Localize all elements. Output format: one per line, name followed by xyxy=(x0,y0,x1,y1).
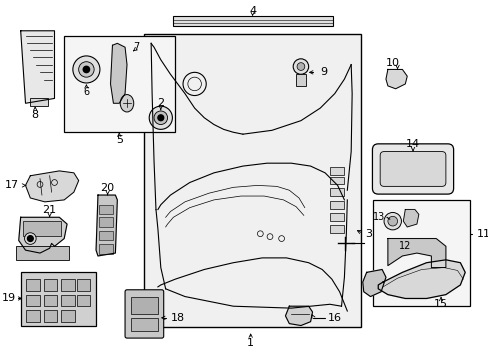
Bar xyxy=(61,294,75,306)
Circle shape xyxy=(79,62,94,77)
Text: 18: 18 xyxy=(170,313,184,323)
Text: 16: 16 xyxy=(327,313,341,323)
Bar xyxy=(99,231,113,240)
Polygon shape xyxy=(285,306,312,325)
Bar xyxy=(131,297,158,314)
Circle shape xyxy=(387,216,397,226)
Text: 12: 12 xyxy=(398,241,410,251)
Bar xyxy=(329,188,344,196)
FancyBboxPatch shape xyxy=(372,144,453,194)
Text: 19: 19 xyxy=(2,293,16,303)
Text: 14: 14 xyxy=(405,139,419,149)
Text: 9: 9 xyxy=(320,67,326,77)
Bar xyxy=(99,217,113,227)
Polygon shape xyxy=(362,270,385,297)
Polygon shape xyxy=(377,260,464,298)
Bar xyxy=(99,244,113,254)
Bar xyxy=(373,200,469,306)
Polygon shape xyxy=(403,210,418,227)
Polygon shape xyxy=(110,43,127,103)
Circle shape xyxy=(383,212,401,230)
Bar xyxy=(44,310,57,322)
Bar xyxy=(99,205,113,215)
Polygon shape xyxy=(96,195,117,256)
Bar xyxy=(329,201,344,208)
Bar xyxy=(329,225,344,233)
Circle shape xyxy=(293,59,308,74)
Circle shape xyxy=(73,56,100,83)
Text: 3: 3 xyxy=(365,229,371,239)
Bar xyxy=(329,177,344,184)
Bar xyxy=(144,34,360,328)
Bar xyxy=(61,310,75,322)
Bar xyxy=(173,16,332,26)
Text: 15: 15 xyxy=(433,299,447,309)
Text: 7: 7 xyxy=(133,42,140,52)
Bar xyxy=(77,279,90,291)
Bar xyxy=(44,294,57,306)
Bar xyxy=(30,98,48,106)
Bar xyxy=(296,74,305,86)
Bar xyxy=(77,294,90,306)
Bar xyxy=(64,36,175,132)
Bar xyxy=(26,310,40,322)
Ellipse shape xyxy=(120,95,134,112)
Text: 1: 1 xyxy=(246,338,254,348)
Circle shape xyxy=(27,236,33,242)
FancyBboxPatch shape xyxy=(20,273,96,325)
Polygon shape xyxy=(19,217,67,253)
Circle shape xyxy=(82,66,90,73)
Polygon shape xyxy=(20,31,54,103)
Text: 13: 13 xyxy=(372,212,384,222)
Circle shape xyxy=(149,106,172,129)
Polygon shape xyxy=(387,239,445,267)
FancyBboxPatch shape xyxy=(125,290,163,338)
Text: 10: 10 xyxy=(385,58,399,68)
Circle shape xyxy=(24,233,36,244)
Polygon shape xyxy=(385,69,407,89)
Bar xyxy=(131,318,158,331)
Text: 21: 21 xyxy=(42,204,57,215)
Circle shape xyxy=(154,111,167,125)
Polygon shape xyxy=(25,171,79,202)
Bar xyxy=(329,167,344,175)
Bar xyxy=(22,221,61,236)
Text: 8: 8 xyxy=(32,110,39,120)
Text: 2: 2 xyxy=(157,98,164,108)
Text: 20: 20 xyxy=(101,183,115,193)
Circle shape xyxy=(296,63,304,71)
Text: 5: 5 xyxy=(116,135,122,145)
Circle shape xyxy=(158,115,163,121)
Bar xyxy=(26,294,40,306)
Text: 6: 6 xyxy=(83,87,89,97)
Text: 4: 4 xyxy=(248,6,256,17)
Bar xyxy=(329,213,344,221)
FancyBboxPatch shape xyxy=(379,152,445,186)
Bar xyxy=(26,279,40,291)
Bar xyxy=(61,279,75,291)
Text: 11: 11 xyxy=(476,229,488,239)
Bar xyxy=(44,279,57,291)
Bar xyxy=(16,246,69,260)
Text: 17: 17 xyxy=(4,180,19,190)
